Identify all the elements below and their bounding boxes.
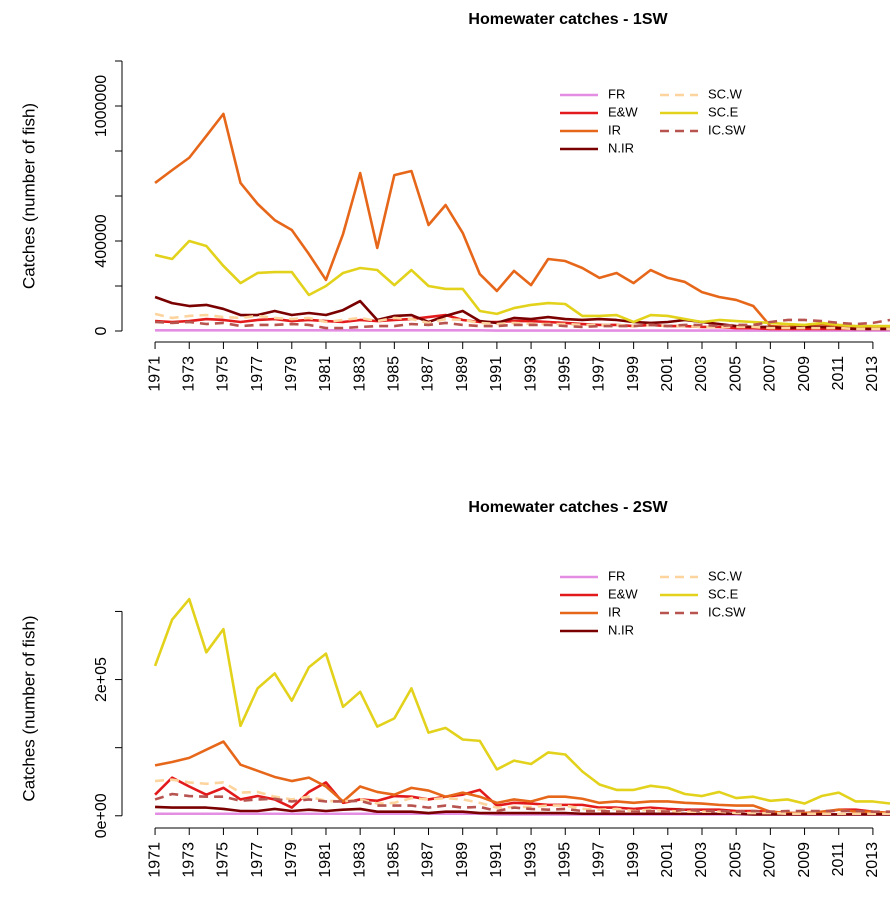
y-tick-label: 2e+05 (93, 657, 110, 702)
x-tick-label: 1989 (454, 356, 471, 392)
x-tick-label: 1975 (215, 356, 232, 392)
chart-title: Homewater catches - 1SW (468, 11, 668, 28)
x-tick-label: 2001 (659, 356, 676, 392)
y-axis-label: Catches (number of fish) (19, 103, 38, 289)
x-tick-label: 1991 (488, 842, 505, 878)
x-tick-label: 1973 (180, 842, 197, 878)
y-tick-label: 0e+00 (93, 793, 110, 838)
x-tick-label: 2003 (693, 842, 710, 878)
x-tick-label: 1981 (317, 356, 334, 392)
x-tick-label: 2005 (727, 356, 744, 392)
series-line (155, 805, 890, 816)
x-tick-label: 2003 (693, 356, 710, 392)
x-tick-label: 1999 (625, 356, 642, 392)
legend-label: E&W (608, 586, 638, 601)
series-line (154, 776, 890, 815)
legend-label: SC.W (708, 86, 743, 101)
x-tick-label: 2009 (796, 842, 813, 878)
x-tick-label: 1983 (351, 842, 368, 878)
x-tick-label: 1993 (522, 356, 539, 392)
x-tick-label: 2011 (830, 356, 847, 391)
x-tick-label: 1979 (283, 356, 300, 392)
x-tick-label: 1989 (454, 842, 471, 878)
x-tick-label: 2013 (864, 356, 881, 392)
x-tick-label: 2011 (830, 842, 847, 877)
series-line (154, 792, 890, 813)
x-tick-label: 1985 (386, 356, 403, 392)
x-tick-label: 1985 (386, 842, 403, 878)
y-tick-label: 0 (93, 326, 110, 335)
legend-label: FR (608, 568, 625, 583)
legend-label: FR (608, 86, 625, 101)
legend-label: SC.W (708, 568, 743, 583)
series-line (154, 312, 890, 331)
legend-label: IC.SW (708, 604, 746, 619)
x-tick-label: 1975 (215, 842, 232, 878)
x-tick-label: 1997 (591, 356, 608, 392)
y-tick-label: 1000000 (93, 75, 110, 137)
x-tick-label: 1999 (625, 842, 642, 878)
x-tick-label: 1987 (420, 356, 437, 392)
x-tick-label: 2013 (864, 842, 881, 878)
x-tick-label: 1995 (556, 842, 573, 878)
legend-label: E&W (608, 104, 638, 119)
legend-label: N.IR (608, 622, 634, 637)
x-tick-label: 1991 (488, 356, 505, 392)
series-line (154, 239, 890, 328)
x-tick-label: 2007 (762, 842, 779, 878)
x-tick-label: 1997 (591, 842, 608, 878)
x-tick-label: 1983 (351, 356, 368, 392)
x-tick-label: 2001 (659, 842, 676, 878)
legend-label: IR (608, 122, 621, 137)
x-tick-label: 2007 (762, 356, 779, 392)
x-tick-label: 1987 (420, 842, 437, 878)
x-tick-label: 1993 (522, 842, 539, 878)
legend-label: SC.E (708, 104, 739, 119)
x-tick-label: 1979 (283, 842, 300, 878)
legend-label: N.IR (608, 140, 634, 155)
chart-title: Homewater catches - 2SW (468, 499, 668, 516)
x-tick-label: 1977 (249, 356, 266, 392)
x-tick-label: 1973 (180, 356, 197, 392)
x-tick-label: 1971 (146, 842, 163, 878)
x-tick-label: 1995 (556, 356, 573, 392)
series-line (154, 778, 890, 816)
y-axis-label: Catches (number of fish) (19, 615, 38, 801)
x-tick-label: 2009 (796, 356, 813, 392)
series-line (154, 318, 890, 330)
legend-label: IR (608, 604, 621, 619)
legend-label: SC.E (708, 586, 739, 601)
y-tick-label: 400000 (93, 214, 110, 267)
x-tick-label: 1971 (146, 356, 163, 392)
legend-label: IC.SW (708, 122, 746, 137)
series-line (153, 597, 890, 805)
series-line (154, 112, 890, 330)
x-tick-label: 1981 (317, 842, 334, 878)
x-tick-label: 1977 (249, 842, 266, 878)
x-tick-label: 2005 (727, 842, 744, 878)
